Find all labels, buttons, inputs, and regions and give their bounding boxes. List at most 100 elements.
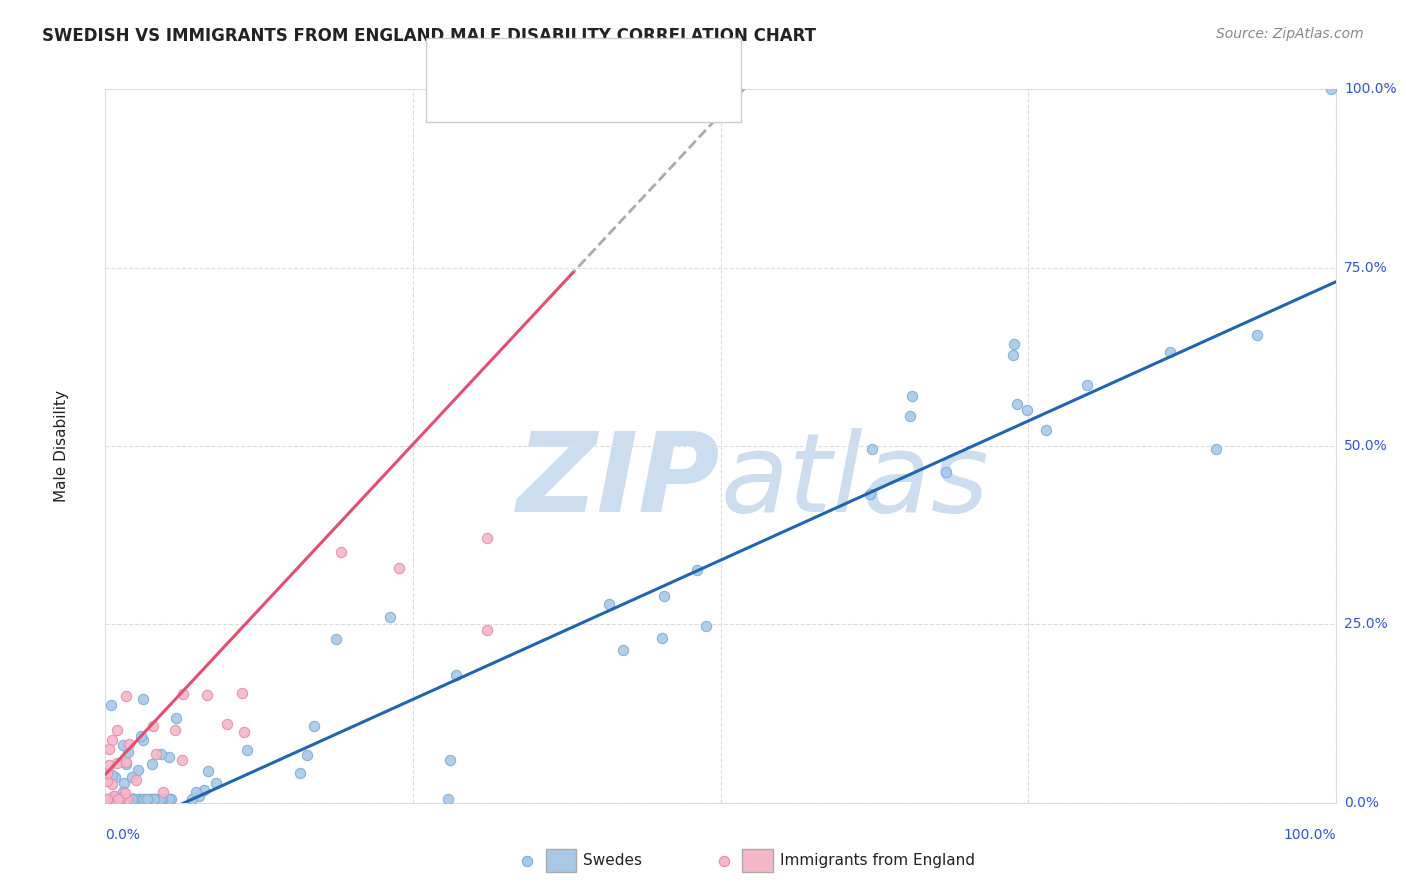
Bar (742, 849, 773, 872)
Point (97, 792, 120, 806)
Point (186, 785, 208, 799)
Text: N =: N = (592, 55, 636, 70)
Point (96, 792, 118, 806)
Text: 50.0%: 50.0% (1344, 439, 1388, 453)
Point (439, 753, 461, 767)
Point (108, 792, 131, 806)
Point (142, 792, 165, 806)
Point (859, 487, 882, 501)
Point (108, 792, 131, 806)
Point (114, 792, 136, 806)
Text: R =: R = (508, 55, 541, 70)
Point (150, 792, 173, 806)
Point (112, 785, 135, 799)
Point (107, 792, 129, 806)
Point (107, 792, 129, 806)
Point (686, 563, 709, 577)
Point (98, 792, 121, 806)
Point (170, 753, 193, 767)
Point (1076, 377, 1098, 392)
Point (121, 792, 143, 806)
Point (143, 792, 166, 806)
Point (149, 792, 172, 806)
Text: 75.0%: 75.0% (1344, 260, 1388, 275)
Point (105, 792, 128, 806)
Point (115, 792, 138, 806)
Point (475, 623, 498, 637)
Text: 39: 39 (627, 93, 648, 108)
Point (121, 770, 143, 784)
Point (713, 854, 735, 868)
Point (1320, 82, 1343, 96)
Point (898, 409, 921, 423)
Point (96, 766, 118, 780)
Point (134, 792, 156, 806)
Point (1035, 423, 1057, 437)
Point (112, 776, 135, 790)
Point (440, 55, 463, 70)
Text: SWEDISH VS IMMIGRANTS FROM ENGLAND MALE DISABILITY CORRELATION CHART: SWEDISH VS IMMIGRANTS FROM ENGLAND MALE … (42, 27, 815, 45)
Point (145, 747, 167, 762)
Point (132, 732, 155, 747)
Text: R =: R = (508, 93, 541, 108)
Point (122, 792, 145, 806)
Text: atlas: atlas (721, 428, 990, 535)
Point (97, 742, 120, 756)
Text: N =: N = (592, 93, 636, 108)
Point (127, 764, 149, 778)
Point (136, 792, 159, 806)
Point (149, 747, 172, 761)
Point (111, 792, 134, 806)
Point (100, 733, 122, 747)
Point (1159, 344, 1181, 359)
Point (141, 792, 163, 806)
Point (97, 792, 120, 806)
Point (104, 792, 127, 806)
Point (103, 792, 125, 806)
Point (132, 692, 155, 706)
Point (121, 792, 143, 806)
Point (111, 792, 134, 806)
Text: Swedes: Swedes (583, 854, 643, 868)
Text: 0.0%: 0.0% (1344, 796, 1379, 810)
Point (128, 792, 150, 806)
Point (302, 719, 325, 733)
Text: 0.0%: 0.0% (105, 828, 141, 842)
Point (121, 792, 143, 806)
Point (114, 689, 136, 703)
Point (204, 775, 226, 789)
Point (612, 643, 634, 657)
Point (159, 792, 181, 806)
Point (131, 792, 153, 806)
Point (105, 723, 128, 738)
Point (143, 792, 166, 806)
Point (288, 765, 311, 780)
Bar (468, 51, 499, 74)
Point (118, 792, 141, 806)
Point (138, 792, 160, 806)
Point (105, 792, 128, 806)
Point (97, 757, 120, 772)
Point (215, 717, 238, 731)
Point (1002, 337, 1025, 351)
Point (233, 724, 256, 739)
Point (163, 723, 186, 738)
Point (325, 632, 347, 646)
Point (236, 743, 259, 757)
Point (105, 756, 128, 770)
Point (295, 748, 318, 763)
Point (122, 792, 145, 806)
Point (444, 667, 467, 681)
Text: 100.0%: 100.0% (1284, 828, 1336, 842)
Point (111, 792, 134, 806)
Point (111, 739, 134, 753)
Point (141, 756, 163, 771)
Point (134, 792, 156, 806)
Point (187, 789, 209, 803)
Point (860, 442, 883, 457)
Point (1017, 403, 1039, 417)
Text: Immigrants from England: Immigrants from England (780, 854, 976, 868)
Bar (546, 849, 576, 872)
Point (437, 792, 460, 806)
Point (139, 792, 162, 806)
